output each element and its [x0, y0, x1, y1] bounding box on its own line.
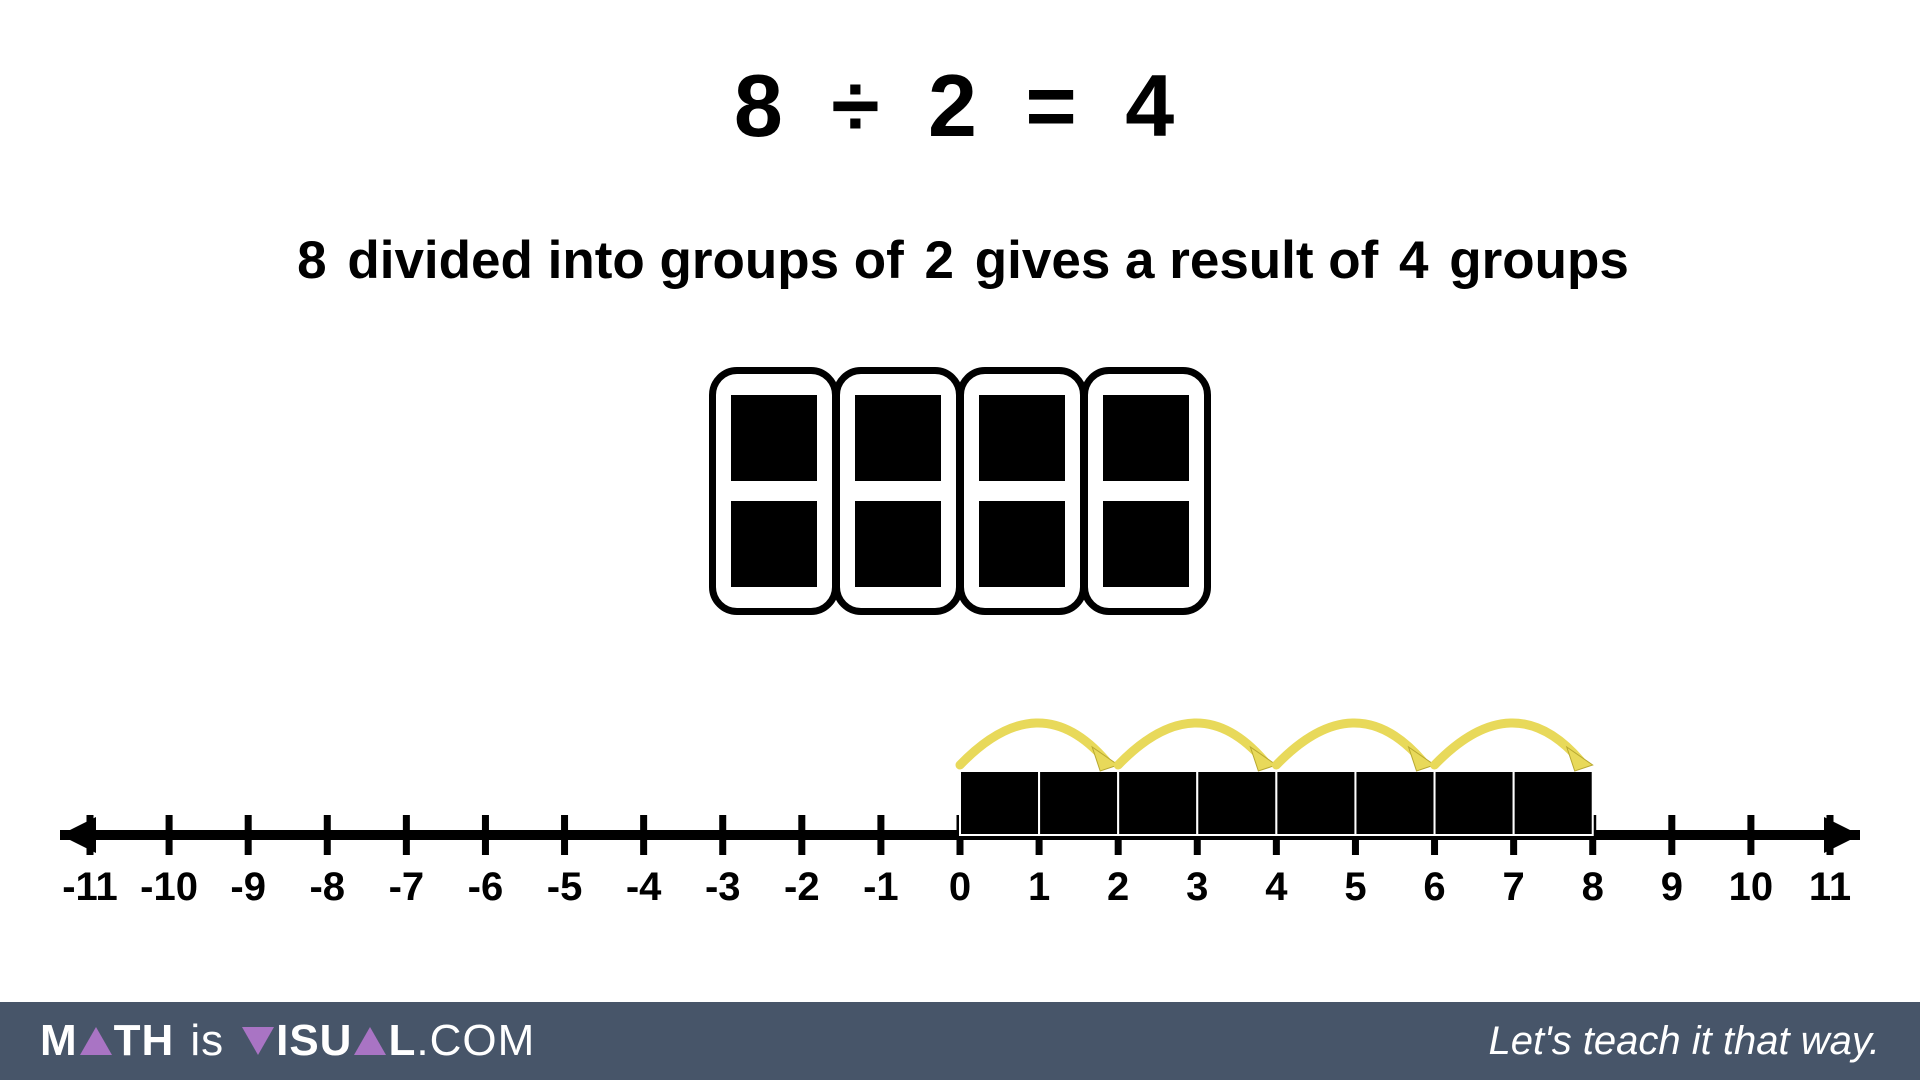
dividend: 8 — [734, 56, 795, 155]
triangle-up-icon — [78, 1025, 114, 1057]
svg-text:1: 1 — [1028, 865, 1050, 909]
unit-square — [1103, 395, 1189, 481]
svg-text:-6: -6 — [468, 865, 504, 909]
svg-text:-4: -4 — [626, 865, 662, 909]
svg-text:11: 11 — [1809, 865, 1851, 909]
unit-square — [731, 395, 817, 481]
unit-square — [855, 501, 941, 587]
divide-symbol: ÷ — [831, 56, 891, 155]
svg-text:-7: -7 — [389, 865, 425, 909]
svg-text:-2: -2 — [784, 865, 820, 909]
svg-text:6: 6 — [1423, 865, 1445, 909]
divisor: 2 — [928, 56, 989, 155]
footer-brand: M TH is ISU L.COM — [40, 1016, 535, 1066]
svg-text:3: 3 — [1186, 865, 1208, 909]
group-box — [1081, 367, 1211, 615]
brand-l: L — [388, 1016, 416, 1066]
sentence-t2: gives a result of — [975, 231, 1379, 290]
svg-text:8: 8 — [1582, 865, 1604, 909]
quotient: 4 — [1125, 56, 1186, 155]
svg-text:-3: -3 — [705, 865, 741, 909]
sentence-n2: 2 — [925, 231, 954, 290]
group-box — [709, 367, 839, 615]
brand-is: is — [190, 1016, 224, 1066]
svg-text:-10: -10 — [140, 865, 198, 909]
unit-square — [1103, 501, 1189, 587]
equals-symbol: = — [1025, 56, 1088, 155]
svg-text:-9: -9 — [230, 865, 266, 909]
svg-text:4: 4 — [1265, 865, 1288, 909]
svg-text:-5: -5 — [547, 865, 583, 909]
unit-square — [731, 501, 817, 587]
brand-dotcom: .COM — [416, 1016, 535, 1066]
unit-square — [855, 395, 941, 481]
sentence: 8 divided into groups of 2 gives a resul… — [0, 230, 1920, 291]
groups-diagram — [712, 367, 1208, 615]
sentence-n3: 4 — [1399, 231, 1428, 290]
brand-m: M — [40, 1016, 78, 1066]
triangle-down-icon — [240, 1025, 276, 1057]
svg-text:-11: -11 — [62, 865, 118, 909]
sentence-n1: 8 — [297, 231, 326, 290]
svg-text:7: 7 — [1503, 865, 1525, 909]
svg-text:-8: -8 — [309, 865, 345, 909]
triangle-up-icon-2 — [352, 1025, 388, 1057]
unit-square — [979, 501, 1065, 587]
svg-text:0: 0 — [949, 865, 971, 909]
sentence-t1: divided into groups of — [347, 231, 903, 290]
unit-square — [979, 395, 1065, 481]
svg-text:10: 10 — [1729, 865, 1774, 909]
brand-th: TH — [114, 1016, 175, 1066]
svg-text:2: 2 — [1107, 865, 1129, 909]
page: 8 ÷ 2 = 4 8 divided into groups of 2 giv… — [0, 0, 1920, 1080]
brand-visu: ISU — [276, 1016, 352, 1066]
svg-text:5: 5 — [1344, 865, 1366, 909]
group-box — [957, 367, 1087, 615]
svg-text:9: 9 — [1661, 865, 1683, 909]
footer-tagline: Let's teach it that way. — [1488, 1019, 1880, 1064]
equation: 8 ÷ 2 = 4 — [0, 55, 1920, 157]
svg-text:-1: -1 — [863, 865, 899, 909]
numberline: -11-10-9-8-7-6-5-4-3-2-101234567891011 — [40, 670, 1880, 930]
group-box — [833, 367, 963, 615]
sentence-t3: groups — [1449, 231, 1629, 290]
footer: M TH is ISU L.COM Let's teach it that way. — [0, 1002, 1920, 1080]
